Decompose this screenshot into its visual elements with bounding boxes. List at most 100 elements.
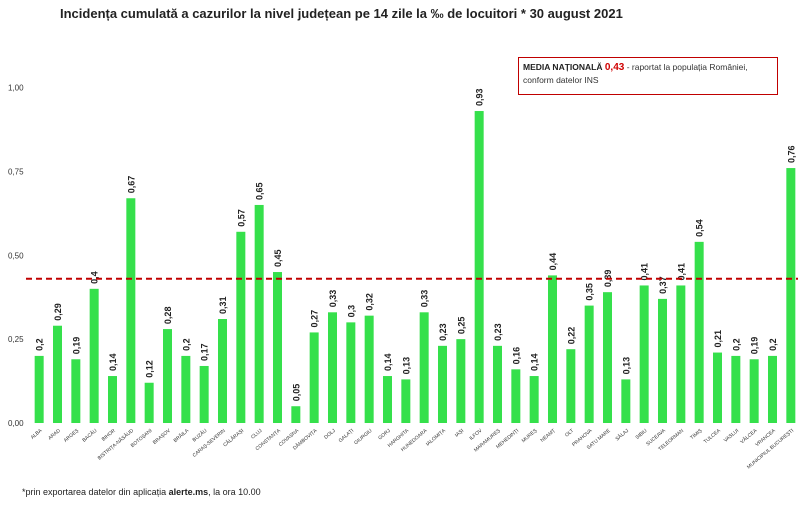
value-label: 0,12 [145,360,155,378]
bar [199,365,209,423]
bar [53,325,62,423]
bar [493,345,502,423]
value-label: 0,93 [475,88,485,106]
value-label: 0,2 [731,338,741,351]
y-tick-label: 1,00 [8,84,24,93]
footnote-text: *prin exportarea datelor din aplicația [22,487,167,497]
bar [126,198,136,423]
value-label: 0,33 [420,290,430,308]
bar [108,376,117,423]
bar [34,355,44,423]
bar [236,231,246,423]
value-label: 0,32 [365,293,375,311]
bar [163,329,172,423]
bar [309,332,319,423]
x-tick-label: IAȘI [454,428,465,439]
value-label: 0,41 [640,263,650,281]
x-tick-label: CĂLĂRAȘI [222,427,245,448]
x-tick-label: ALBA [30,428,44,441]
x-tick-label: BIHOR [101,428,117,443]
bar [89,288,99,423]
bar [181,355,191,423]
bar [474,111,484,423]
bar [713,352,722,423]
x-tick-label: BACĂU [81,427,99,444]
y-tick-label: 0,00 [8,419,24,428]
value-label: 0,22 [566,327,576,345]
bar [676,285,686,423]
value-label: 0,16 [511,347,521,365]
footnote-text: , la ora 10.00 [208,487,261,497]
value-label: 0,23 [493,323,503,341]
x-tick-label: TULCEA [703,428,722,446]
bar [529,376,539,423]
value-label: 0,37 [658,276,668,294]
x-tick-label: CLUJ [250,428,264,441]
x-tick-label: MUREȘ [521,428,539,445]
value-label: 0,21 [713,330,723,348]
bar [768,355,777,423]
x-tick-label: ILFOV [469,428,484,442]
x-tick-label: DOLJ [323,428,337,441]
value-label: 0,05 [291,384,301,402]
x-tick-label: ARAD [47,428,62,442]
value-label: 0,54 [695,219,705,237]
bar [731,355,741,423]
x-tick-label: VASLUI [723,428,740,444]
value-label: 0,2 [35,338,45,351]
bar [603,292,612,423]
bar [273,272,282,423]
value-label: 0,29 [53,303,63,321]
value-label: 0,33 [328,290,338,308]
x-tick-label: IALOMIȚA [425,428,447,448]
footnote: *prin exportarea datelor din aplicația a… [22,487,261,497]
value-label: 0,13 [401,357,411,375]
value-label: 0,19 [71,337,81,355]
bar [364,315,374,423]
bar [639,285,649,423]
footnote-bold: alerte.ms [168,487,209,497]
bar [346,322,356,423]
value-label: 0,31 [218,296,228,314]
bar [584,305,594,423]
value-label: 0,25 [456,317,466,335]
value-label: 0,35 [585,283,595,301]
bar [694,241,704,423]
y-tick-label: 0,25 [8,335,24,344]
value-label: 0,13 [621,357,631,375]
x-tick-label: NEAMȚ [540,428,557,444]
annotation-text: - raportat la populația României, confor… [523,62,748,85]
chart-title: Incidența cumulată a cazurilor la nivel … [60,6,623,21]
bar [71,359,81,423]
bar [566,349,576,423]
x-tick-label: BRAȘOV [152,428,172,446]
value-label: 0,14 [383,354,393,372]
y-tick-label: 0,50 [8,251,24,260]
x-tick-label: ARGEȘ [63,428,81,444]
x-tick-label: SĂLAJ [614,427,631,443]
value-label: 0,14 [530,354,540,372]
value-label: 0,3 [346,305,356,318]
bar [456,339,466,423]
annotation: MEDIA NAȚIONALĂ 0,43 - raportat la popul… [518,57,778,95]
bar [383,376,392,423]
bar [548,275,557,423]
bar [218,319,227,423]
bar [438,345,447,423]
value-label: 0,2 [181,338,191,351]
x-tick-label: GIURGIU [353,428,374,447]
bar [749,359,759,423]
value-label: 0,45 [273,250,283,268]
bar [419,312,429,423]
bar [658,298,667,423]
value-label: 0,27 [310,310,320,328]
value-label: 0,67 [126,176,136,194]
value-label: 0,4 [90,271,100,284]
value-label: 0,23 [438,323,448,341]
annotation-title: MEDIA NAȚIONALĂ [523,62,603,72]
x-tick-label: OLT [564,428,575,439]
bar [144,382,154,423]
bar [328,312,337,423]
